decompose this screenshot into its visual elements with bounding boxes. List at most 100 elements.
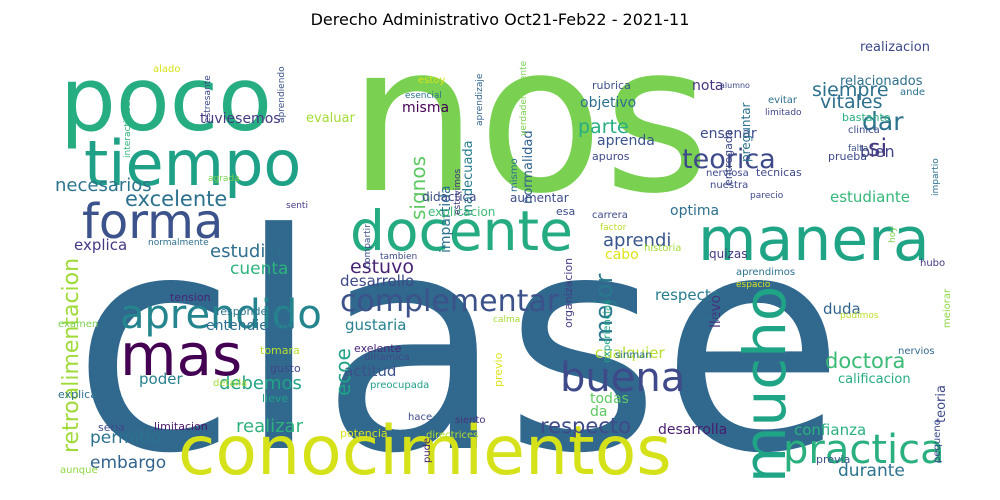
word-potencia: potencia: [340, 427, 388, 440]
word-gusto: gusto: [270, 362, 301, 375]
word-quizas: quizas: [709, 247, 747, 261]
word-carrera: carrera: [592, 210, 628, 221]
word-siento: siento: [455, 415, 486, 426]
word-impartida: impartida: [438, 185, 454, 253]
word-respecta: respecta: [655, 286, 720, 304]
word-preocupada: preocupada: [370, 380, 429, 391]
word-signos: signos: [406, 156, 430, 220]
word-calma: calma: [493, 315, 520, 325]
word-siempre: siempre: [812, 79, 889, 101]
word-sinman: sinman: [615, 350, 652, 361]
word-factor: factor: [600, 223, 627, 233]
word-aprenda: aprenda: [597, 133, 655, 149]
word-evaluar: evaluar: [306, 111, 355, 126]
word-espacio: espacio: [736, 280, 771, 290]
word-buena: buena: [560, 355, 685, 401]
word-directrices: directrices: [426, 430, 478, 441]
word-calificacion: calificacion: [838, 372, 911, 387]
word-nota: nota: [692, 78, 724, 94]
word-hoy: hoy: [888, 226, 898, 243]
word-inadecuada: inadecuada: [461, 140, 476, 216]
word-explicar: explicar: [58, 388, 102, 401]
word-falta: falta: [848, 144, 868, 154]
word-permitio: permitio: [90, 428, 161, 448]
word-dar: dar: [862, 107, 904, 136]
word-tomara: tomara: [260, 344, 300, 357]
word-aprendi: aprendi: [603, 230, 671, 251]
word-esa: esa: [556, 205, 575, 218]
word-aumentar: aumentar: [510, 191, 569, 205]
word-actitud: actitud: [344, 362, 396, 380]
word-normalmente: normalmente: [148, 238, 209, 248]
word-ensenar: ensenar: [700, 126, 757, 142]
word-impartio: impartio: [931, 158, 941, 196]
word-debemos: debemos: [219, 373, 302, 394]
word-estudiante: estudiante: [830, 188, 910, 206]
word-tuviesemos: tuviesemos: [200, 111, 281, 127]
word-poder: poder: [139, 370, 183, 388]
word-interactividad: interactividad: [123, 96, 133, 158]
word-cualquier: cualquier: [595, 344, 666, 362]
word-tecnicas: tecnicas: [756, 166, 802, 179]
word-excelente: excelente: [125, 187, 227, 211]
word-aunque: aunque: [60, 465, 98, 476]
word-manera: manera: [698, 205, 930, 275]
word-estudiar: estudiar: [210, 241, 284, 262]
word-aprendizaje: aprendizaje: [475, 73, 485, 126]
word-necesarios: necesarios: [55, 175, 152, 196]
word-ande: ande: [900, 87, 925, 98]
word-bien: bien: [860, 142, 895, 161]
word-aprendido: aprendido: [120, 292, 322, 338]
word-clave: clave: [693, 313, 719, 324]
word-durante: durante: [838, 461, 905, 481]
word-desarrollo: desarrollo: [340, 272, 414, 290]
word-confianza: confianza: [794, 421, 866, 439]
word-pude: pude: [422, 438, 433, 463]
word-aprendiendo: aprendiendo: [277, 66, 287, 123]
word-cuenta: cuenta: [230, 259, 288, 279]
word-evitar: evitar: [768, 95, 798, 106]
word-detalla: detalla: [213, 378, 247, 389]
word-llevo: llevo: [708, 295, 724, 328]
word-compartir: compartir: [363, 224, 373, 268]
word-verdaderamente: verdaderamente: [519, 60, 529, 136]
word-limitado: limitado: [765, 108, 802, 118]
word-practica: practica: [783, 427, 945, 473]
word-estoy: estoy: [418, 75, 445, 86]
word-objetivo: objetivo: [580, 95, 636, 111]
word-retroalimentacion: retroalimentacion: [59, 258, 84, 453]
word-bastante: bastante: [842, 111, 891, 124]
word-senti: senti: [286, 201, 308, 211]
word-complementar: complementar: [340, 284, 560, 319]
word-teorica: teorica: [682, 144, 776, 175]
word-lleve: lleve: [262, 392, 288, 405]
word-doctora: doctora: [825, 349, 905, 373]
word-respondernos: respondernos: [216, 305, 291, 318]
chart-title: Derecho Administrativo Oct21-Feb22 - 202…: [310, 10, 690, 29]
word-tension: tension: [170, 291, 211, 304]
word-ecoe: ecoe: [331, 348, 355, 396]
word-optima: optima: [670, 203, 719, 219]
word-tambien: tambien: [380, 252, 417, 262]
word-parecio: parecio: [750, 191, 784, 201]
word-nuestra: nuestra: [710, 180, 748, 191]
word-vitales: vitales: [820, 91, 882, 113]
word-prueba: prueba: [828, 150, 867, 163]
word-si: si: [868, 134, 887, 162]
word-misma: misma: [402, 100, 449, 116]
word-apuros: apuros: [592, 150, 630, 163]
word-normalidad: normalidad: [521, 130, 536, 204]
word-seria: seria: [98, 421, 125, 434]
word-tiempo: tiempo: [84, 127, 301, 200]
word-alumno: alumno: [720, 81, 750, 90]
word-dinamica: dinamica: [364, 352, 410, 363]
word-historia: historia: [644, 243, 681, 254]
word-rubrica: rubrica: [592, 79, 631, 92]
word-alado: alado: [153, 64, 181, 75]
word-da: da: [590, 404, 607, 420]
word-nervios: nervios: [898, 346, 935, 357]
word-cabo: cabo: [605, 247, 639, 263]
word-organizacion: organizacion: [562, 258, 575, 328]
word-mas: mas: [120, 321, 242, 389]
